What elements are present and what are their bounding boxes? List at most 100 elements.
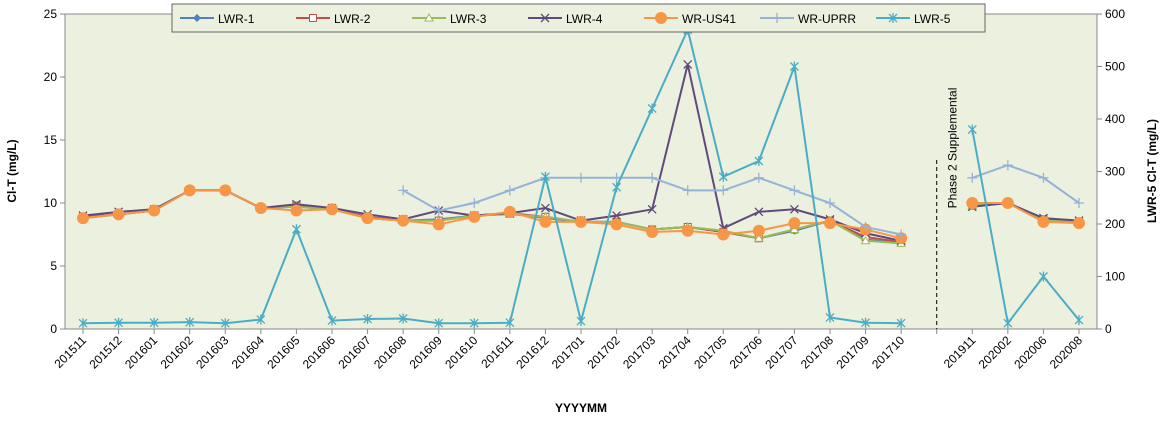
marker (78, 318, 88, 329)
x-tick-label: 201603 (193, 333, 231, 371)
x-tick-label: 201911 (941, 333, 979, 371)
marker (148, 204, 161, 217)
marker (718, 185, 729, 196)
marker (575, 215, 587, 228)
annotation: Phase 2 Supplemental (946, 88, 960, 209)
marker (1038, 172, 1049, 183)
x-tick-label: 201609 (407, 333, 445, 371)
x-tick-label: 201601 (122, 333, 160, 371)
marker (825, 198, 835, 208)
marker (610, 218, 623, 231)
plot-area (64, 13, 1098, 330)
marker (647, 172, 658, 183)
marker (114, 317, 124, 328)
marker (185, 317, 195, 328)
marker (540, 203, 550, 213)
marker (896, 229, 907, 240)
x-tick-label: 202006 (1011, 333, 1049, 371)
marker (539, 215, 552, 228)
marker (433, 205, 444, 216)
legend-label: LWR-3 (450, 12, 487, 26)
marker (256, 314, 266, 325)
x-tick-label: 201604 (229, 333, 267, 371)
marker (432, 218, 445, 231)
marker (967, 172, 978, 183)
marker (434, 318, 444, 329)
marker (788, 217, 801, 230)
legend-label: LWR-4 (566, 12, 603, 26)
marker (655, 12, 667, 24)
x-tick-label: 201706 (727, 333, 765, 371)
y-axis-label: Cl-T (mg/L) (5, 139, 19, 202)
x-tick-label: 201610 (442, 333, 480, 371)
x-tick-label: 201701 (549, 333, 587, 371)
marker (789, 204, 799, 214)
x-tick-label: 201708 (798, 333, 836, 371)
series (78, 24, 1084, 329)
y2-tick-label: 200 (1105, 217, 1125, 231)
marker (112, 208, 125, 221)
marker (683, 59, 693, 69)
x-tick-label: 201704 (656, 333, 694, 371)
legend-label: WR-UPRR (798, 12, 856, 26)
marker (1037, 215, 1050, 228)
marker (220, 318, 230, 329)
marker (469, 318, 479, 329)
marker (398, 313, 408, 324)
series-line (82, 26, 1080, 326)
marker (468, 210, 481, 223)
y-tick-label: 20 (44, 70, 58, 84)
marker (753, 233, 764, 242)
marker (363, 314, 373, 325)
marker (576, 172, 586, 183)
x-tick-label: 201707 (762, 333, 800, 371)
marker (612, 211, 622, 221)
x-tick-label: 201703 (620, 333, 658, 371)
y-tick-label: 15 (44, 133, 58, 147)
marker (888, 13, 898, 23)
marker (1001, 197, 1014, 209)
x-tick-label: 201605 (264, 333, 302, 371)
marker (183, 184, 196, 197)
legend-box (171, 3, 986, 33)
marker (646, 225, 659, 238)
marker (398, 185, 409, 196)
marker (504, 185, 515, 196)
marker (772, 13, 782, 23)
marker (753, 172, 764, 183)
marker (576, 316, 586, 327)
y2-axis-label: LWR-5 Cl-T (mg/L) (1145, 119, 1159, 223)
marker (219, 184, 232, 197)
x-tick-label: 202002 (976, 333, 1014, 371)
marker (682, 185, 693, 196)
y2-tick-label: 500 (1105, 60, 1125, 74)
y-tick-label: 5 (50, 259, 57, 273)
x-tick-label: 201606 (300, 333, 338, 371)
marker (1074, 315, 1084, 326)
series (77, 184, 1085, 245)
marker (824, 217, 836, 230)
marker (291, 224, 301, 235)
marker (1003, 318, 1013, 329)
y2-tick-label: 100 (1105, 270, 1125, 284)
marker (967, 124, 977, 135)
legend-label: LWR-2 (334, 12, 371, 26)
marker (540, 171, 550, 182)
marker (254, 202, 267, 215)
marker (326, 203, 338, 216)
marker (860, 235, 871, 245)
marker (754, 156, 764, 166)
marker (752, 224, 765, 237)
x-tick-label: 201511 (52, 333, 90, 371)
marker (327, 315, 337, 326)
legend-label: LWR-1 (218, 12, 255, 26)
x-tick-label: 201705 (691, 333, 729, 371)
marker (193, 14, 201, 22)
marker (1074, 198, 1084, 208)
y-tick-label: 10 (44, 196, 58, 210)
legend-label: LWR-5 (914, 12, 951, 26)
marker (860, 221, 871, 232)
marker (789, 185, 800, 196)
